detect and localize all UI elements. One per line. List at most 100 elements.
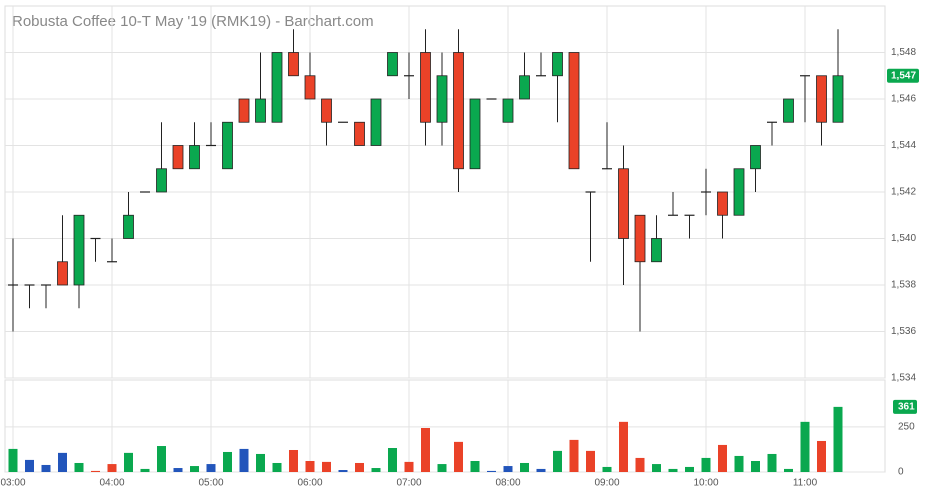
candle-body <box>733 168 745 216</box>
volume-bar <box>239 448 249 472</box>
candle-body <box>321 98 332 123</box>
volume-bar <box>487 470 496 472</box>
y-tick-label: 1,546 <box>891 94 916 105</box>
candle-body <box>750 145 761 170</box>
candle-body <box>816 75 827 123</box>
volume-bar <box>190 466 199 472</box>
candle-body <box>717 191 728 216</box>
candle-body <box>502 98 514 123</box>
volume-bar <box>718 444 727 472</box>
y-tick-label: 1,540 <box>891 233 916 244</box>
candle-body <box>255 98 266 123</box>
y-tick-label: 1,536 <box>891 326 916 337</box>
y-tick-label: 1,534 <box>891 373 916 384</box>
candle-body <box>783 98 794 123</box>
candle-body <box>156 168 167 193</box>
volume-bar <box>107 464 117 472</box>
volume-bar <box>437 464 447 472</box>
volume-bar <box>668 468 678 472</box>
last-volume-label: 361 <box>898 402 915 413</box>
last-price-badge <box>887 68 919 83</box>
x-tick-label: 09:00 <box>594 478 619 489</box>
volume-bar <box>124 452 133 472</box>
volume-tick-label: 0 <box>898 467 904 478</box>
volume-panel <box>4 379 886 473</box>
volume-bar <box>371 468 381 472</box>
x-tick-label: 05:00 <box>198 478 223 489</box>
chart-title: Robusta Coffee 10-T May '19 (RMK19) - Ba… <box>12 13 374 30</box>
volume-bar <box>619 421 628 472</box>
candle-body <box>568 52 580 170</box>
volume-bar <box>8 448 18 472</box>
volume-bar <box>685 466 694 472</box>
volume-bar <box>272 462 282 472</box>
volume-bar <box>58 452 67 472</box>
candle-body <box>618 168 629 239</box>
volume-bar <box>157 446 166 472</box>
volume-bar <box>701 457 711 472</box>
volume-bar <box>41 464 51 472</box>
candle-body <box>73 214 85 286</box>
candle-body <box>370 98 382 146</box>
volume-bar <box>833 406 843 472</box>
candle-body <box>57 261 68 286</box>
volume-bar <box>817 440 826 472</box>
volume-bar <box>767 453 777 472</box>
last-price-label: 1,547 <box>891 70 916 81</box>
x-tick-label: 07:00 <box>396 478 421 489</box>
last-volume-badge <box>893 399 917 414</box>
volume-bar <box>173 468 183 472</box>
volume-bar <box>91 470 100 472</box>
volume-bar <box>25 459 34 472</box>
volume-bar <box>355 462 364 472</box>
candle-body <box>832 75 844 123</box>
volume-bar <box>470 460 480 472</box>
candle-body <box>634 214 646 263</box>
candle-body <box>420 52 431 123</box>
volume-bar <box>140 468 150 472</box>
y-tick-label: 1,542 <box>891 187 916 198</box>
x-tick-label: 11:00 <box>793 478 818 489</box>
volume-bar <box>206 464 216 472</box>
volume-bar <box>503 466 513 472</box>
x-tick-label: 03:00 <box>0 478 25 489</box>
volume-bar <box>520 462 529 472</box>
volume-bar <box>404 461 414 472</box>
candle-body <box>123 214 134 239</box>
candle-body <box>304 75 316 100</box>
volume-bar <box>734 455 744 472</box>
volume-bar <box>602 466 612 472</box>
volume-bar <box>586 450 595 472</box>
volume-bar <box>800 421 810 472</box>
candle-body <box>519 75 530 100</box>
candle-body <box>288 52 299 77</box>
y-tick-label: 1,548 <box>891 47 916 58</box>
volume-bar <box>553 450 562 472</box>
candle-body <box>354 121 365 146</box>
volume-bar <box>388 448 397 472</box>
volume-bar <box>635 457 645 472</box>
candle-body <box>238 98 250 123</box>
volume-bar <box>338 470 348 472</box>
candle-body <box>651 238 662 263</box>
candle-body <box>469 98 481 170</box>
volume-bar <box>454 441 463 472</box>
x-tick-label: 08:00 <box>495 478 520 489</box>
candle-body <box>189 145 200 170</box>
volume-bar <box>421 427 430 472</box>
candle-body <box>453 52 464 170</box>
candle-body <box>552 52 563 77</box>
volume-tick-label: 250 <box>898 422 915 433</box>
candle-body <box>222 121 233 170</box>
volume-bar <box>751 460 760 472</box>
candle-body <box>387 52 398 77</box>
volume-bar <box>305 460 315 472</box>
candle-body <box>271 52 283 123</box>
volume-bar <box>289 449 298 472</box>
volume-bar <box>652 464 661 472</box>
volume-bar <box>74 462 84 472</box>
candle-body <box>172 145 184 170</box>
x-tick-label: 06:00 <box>297 478 322 489</box>
